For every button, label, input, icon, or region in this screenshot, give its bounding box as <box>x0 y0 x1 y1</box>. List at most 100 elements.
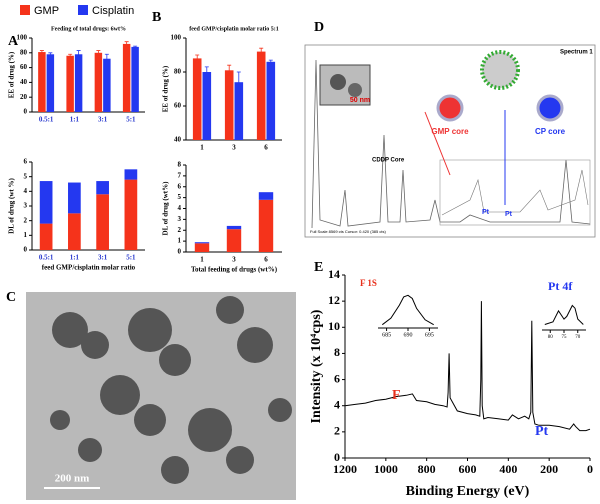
x-axis-label: Binding Energy (eV) <box>406 484 530 499</box>
y-tick-label: 6 <box>24 158 28 166</box>
x-tick-label: 6 <box>264 144 268 152</box>
x-tick-label: 5:1 <box>126 116 136 124</box>
x-tick-label: 0 <box>587 462 593 476</box>
bar-segment <box>68 182 81 214</box>
y-tick-label: 2 <box>334 424 340 438</box>
y-tick-label: 100 <box>171 34 182 42</box>
panel-label: D <box>314 20 324 35</box>
annotation: Pt 4f <box>548 279 573 293</box>
bar <box>94 52 103 112</box>
x-tick-label: 685 <box>382 332 391 338</box>
bar-segment <box>39 223 53 250</box>
error-bar <box>133 45 138 49</box>
error-bar <box>195 54 200 63</box>
bar-segment <box>194 243 210 252</box>
y-axis-label: DL of drug (wt %) <box>8 178 16 234</box>
bar <box>192 58 202 140</box>
error-bar <box>124 41 129 47</box>
error-bar <box>39 50 44 54</box>
chart-title: feed GMP/cisplatin molar ratio 5:1 <box>189 26 279 32</box>
x-tick-label: 0.5:1 <box>39 116 54 124</box>
chart-title: Feeding of total drugs: 6wt% <box>51 26 126 32</box>
x-tick-label: 6 <box>264 256 268 264</box>
x-tick-label: 1:1 <box>70 254 80 262</box>
y-tick-label: 4 <box>178 204 182 212</box>
legend-swatch <box>78 5 88 15</box>
y-tick-label: 2 <box>178 226 182 234</box>
y-tick-label: 0 <box>178 248 182 256</box>
x-tick-label: 5:1 <box>126 254 136 262</box>
annotation: F <box>392 388 401 403</box>
bar-segment <box>124 179 138 250</box>
y-tick-label: 20 <box>20 93 28 101</box>
y-tick-label: 60 <box>174 102 182 110</box>
y-tick-label: 60 <box>20 63 28 71</box>
spectrum-line <box>381 294 434 326</box>
bar-segment <box>96 181 109 195</box>
bar <box>202 72 212 140</box>
x-tick-label: 695 <box>425 332 434 338</box>
annotation: F 1S <box>360 278 377 288</box>
x-tick-label: 3 <box>232 256 236 264</box>
y-tick-label: 6 <box>334 371 340 385</box>
x-tick-label: 3:1 <box>98 254 108 262</box>
x-axis-label: Total feeding of drugs (wt%) <box>191 266 278 274</box>
bar-segment <box>96 194 109 250</box>
legend-label: Cisplatin <box>92 5 134 17</box>
pt-label: Pt <box>505 211 513 218</box>
bar <box>224 70 234 140</box>
error-bar <box>236 71 241 93</box>
y-tick-label: 0 <box>24 246 28 254</box>
y-tick-label: 0 <box>334 450 340 464</box>
x-axis-label: feed GMP/cisplatin molar ratio <box>42 264 136 272</box>
gmp-core-label: GMP core <box>431 127 469 136</box>
spectrum-line <box>344 301 591 432</box>
x-tick-label: 200 <box>540 462 558 476</box>
tem-image: 200 nm <box>26 292 296 500</box>
x-tick-label: 0.5:1 <box>39 254 54 262</box>
bar <box>131 46 139 112</box>
y-tick-label: 4 <box>334 397 340 411</box>
y-tick-label: 40 <box>20 78 28 86</box>
panel-label: E <box>314 260 323 275</box>
y-tick-label: 7 <box>178 171 182 179</box>
x-tick-label: 1200 <box>333 462 357 476</box>
y-axis-label: Intensity (x 10⁴cps) <box>309 309 324 423</box>
y-tick-label: 40 <box>174 136 182 144</box>
error-bar <box>268 59 273 64</box>
bar-segment <box>226 229 242 252</box>
y-tick-label: 4 <box>24 187 28 195</box>
x-tick-label: 75 <box>562 335 568 340</box>
bar-segment <box>68 213 81 250</box>
core-label: CDDP Core <box>372 158 405 164</box>
bar-segment <box>258 192 274 200</box>
x-tick-label: 1000 <box>374 462 398 476</box>
bar <box>256 51 266 140</box>
x-tick-label: 1 <box>200 144 204 152</box>
y-tick-label: 8 <box>178 161 182 169</box>
y-axis-label: EE of drug (%) <box>8 51 16 98</box>
spectrum-footer: Full Scale 8569 cts Cursor: 0.420 (385 c… <box>310 229 386 234</box>
spectrum-name: Spectrum 1 <box>560 50 593 56</box>
y-tick-label: 2 <box>24 216 28 224</box>
bar <box>66 55 74 112</box>
y-tick-label: 14 <box>328 267 340 281</box>
x-tick-label: 1:1 <box>70 116 80 124</box>
y-tick-label: 12 <box>328 293 340 307</box>
y-tick-label: 1 <box>24 231 28 239</box>
y-tick-label: 10 <box>328 319 340 333</box>
bar <box>46 54 55 112</box>
bar-segment <box>194 242 210 244</box>
x-tick-label: 600 <box>459 462 477 476</box>
bar-segment <box>124 169 138 180</box>
bar <box>38 52 46 112</box>
error-bar <box>204 66 209 78</box>
bar <box>74 54 83 112</box>
x-tick-label: 80 <box>548 335 554 340</box>
bar-segment <box>226 225 242 230</box>
scale-bar-label: 50 nm <box>350 97 370 104</box>
x-tick-label: 400 <box>499 462 517 476</box>
y-axis-label: EE of drug (%) <box>162 65 170 112</box>
bar-segment <box>258 199 274 252</box>
